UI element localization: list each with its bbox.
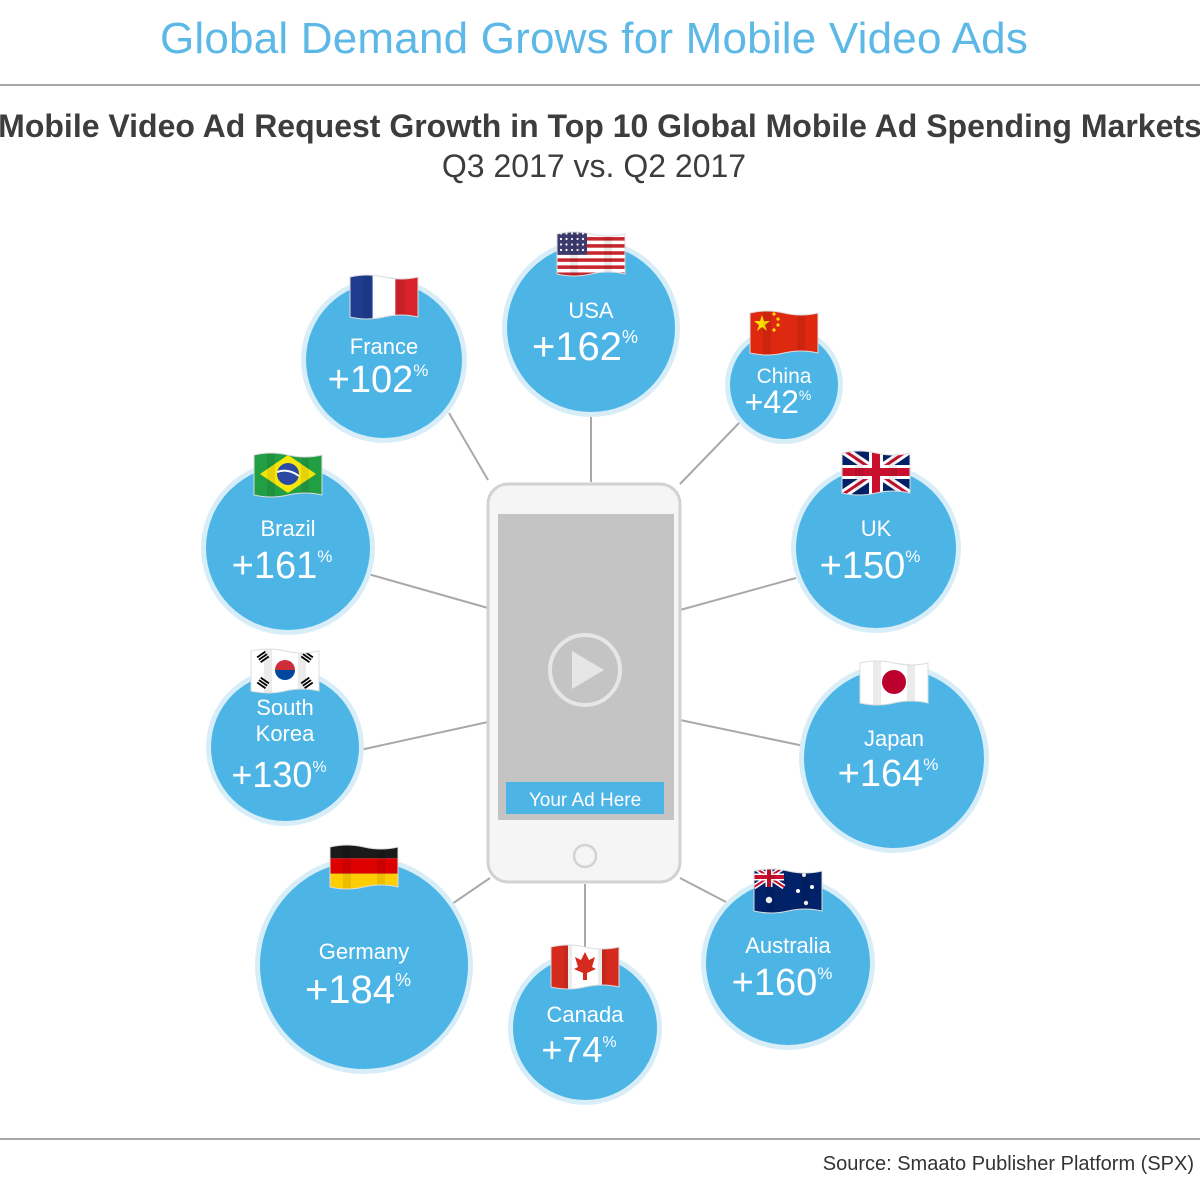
bubble-circle <box>507 244 675 412</box>
source-note: Source: Smaato Publisher Platform (SPX) <box>822 1153 1194 1175</box>
growth-value: +164% <box>838 753 939 795</box>
phone-illustration: Your Ad Here <box>486 482 682 884</box>
chart-title: Mobile Video Ad Request Growth in Top 10… <box>0 108 1200 144</box>
connector-line <box>679 421 741 485</box>
bottom-divider <box>0 1138 1200 1140</box>
country-name: UK <box>861 516 892 541</box>
country-bubble[interactable]: Germany +184% <box>255 843 473 1074</box>
bubble-circle <box>306 282 462 438</box>
country-name: France <box>350 334 418 359</box>
country-name: Brazil <box>260 516 315 541</box>
usa-flag <box>556 231 626 277</box>
top-divider <box>0 84 1200 86</box>
bubble-circle <box>260 861 468 1069</box>
country-bubble[interactable]: UK +150% <box>791 449 961 633</box>
connector-line <box>451 877 491 905</box>
canada-flag <box>550 944 620 990</box>
country-bubble[interactable]: Brazil +161% <box>201 451 375 635</box>
country-bubbles: USA+162%France+102% China+42%Brazil+161%U… <box>201 230 989 1105</box>
australia-flag <box>753 868 823 914</box>
growth-value: +130% <box>231 754 326 795</box>
home-button[interactable] <box>572 843 598 869</box>
country-name: Japan <box>864 726 924 751</box>
growth-value: +42% <box>745 384 812 420</box>
south-korea-flag <box>250 648 320 694</box>
connector-line <box>359 721 489 751</box>
growth-value: +184% <box>305 968 411 1012</box>
bubble-circle <box>211 673 359 821</box>
country-name: China <box>757 365 812 388</box>
china-flag <box>749 310 819 356</box>
country-bubble[interactable]: Japan+164% <box>799 659 989 853</box>
country-bubble[interactable]: Australia +160% <box>701 867 875 1050</box>
country-bubble[interactable]: USA+162% <box>502 230 680 417</box>
brazil-flag <box>253 452 323 498</box>
ad-banner[interactable] <box>506 782 664 814</box>
uk-flag <box>841 450 911 496</box>
growth-value: +162% <box>532 325 638 369</box>
bubble-circle <box>706 881 870 1045</box>
growth-value: +160% <box>732 962 833 1004</box>
bubble-circle <box>206 466 370 630</box>
country-name: South Korea <box>256 695 315 746</box>
country-bubble[interactable]: France+102% <box>301 273 467 443</box>
bubble-circle <box>804 668 984 848</box>
connector-line <box>448 412 489 481</box>
main-title: Global Demand Grows for Mobile Video Ads <box>159 14 1029 63</box>
country-name: Germany <box>319 939 409 964</box>
connector-line <box>679 877 727 903</box>
connector-line <box>367 573 489 609</box>
country-name: Australia <box>745 933 831 958</box>
play-icon[interactable] <box>548 633 622 707</box>
country-bubble[interactable]: Canada+74% <box>508 943 662 1105</box>
connector-line <box>679 719 805 747</box>
bubble-circle <box>796 468 956 628</box>
japan-flag <box>859 660 929 706</box>
connector-line <box>679 577 797 611</box>
germany-flag <box>329 844 399 890</box>
france-flag <box>349 274 419 320</box>
bubble-circle <box>513 956 657 1100</box>
growth-value: +161% <box>232 545 333 587</box>
bubble-circle <box>730 331 838 439</box>
country-bubble[interactable]: South Korea +130% <box>206 647 364 826</box>
ad-banner-label: Your Ad Here <box>529 790 641 811</box>
chart-subtitle: Q3 2017 vs. Q2 2017 <box>441 148 747 184</box>
growth-value: +102% <box>328 359 429 401</box>
country-bubble[interactable]: China+42% <box>725 309 843 444</box>
growth-value: +150% <box>820 545 921 587</box>
connector-lines <box>359 410 805 956</box>
country-name: USA <box>568 298 614 323</box>
country-name: Canada <box>546 1002 624 1027</box>
